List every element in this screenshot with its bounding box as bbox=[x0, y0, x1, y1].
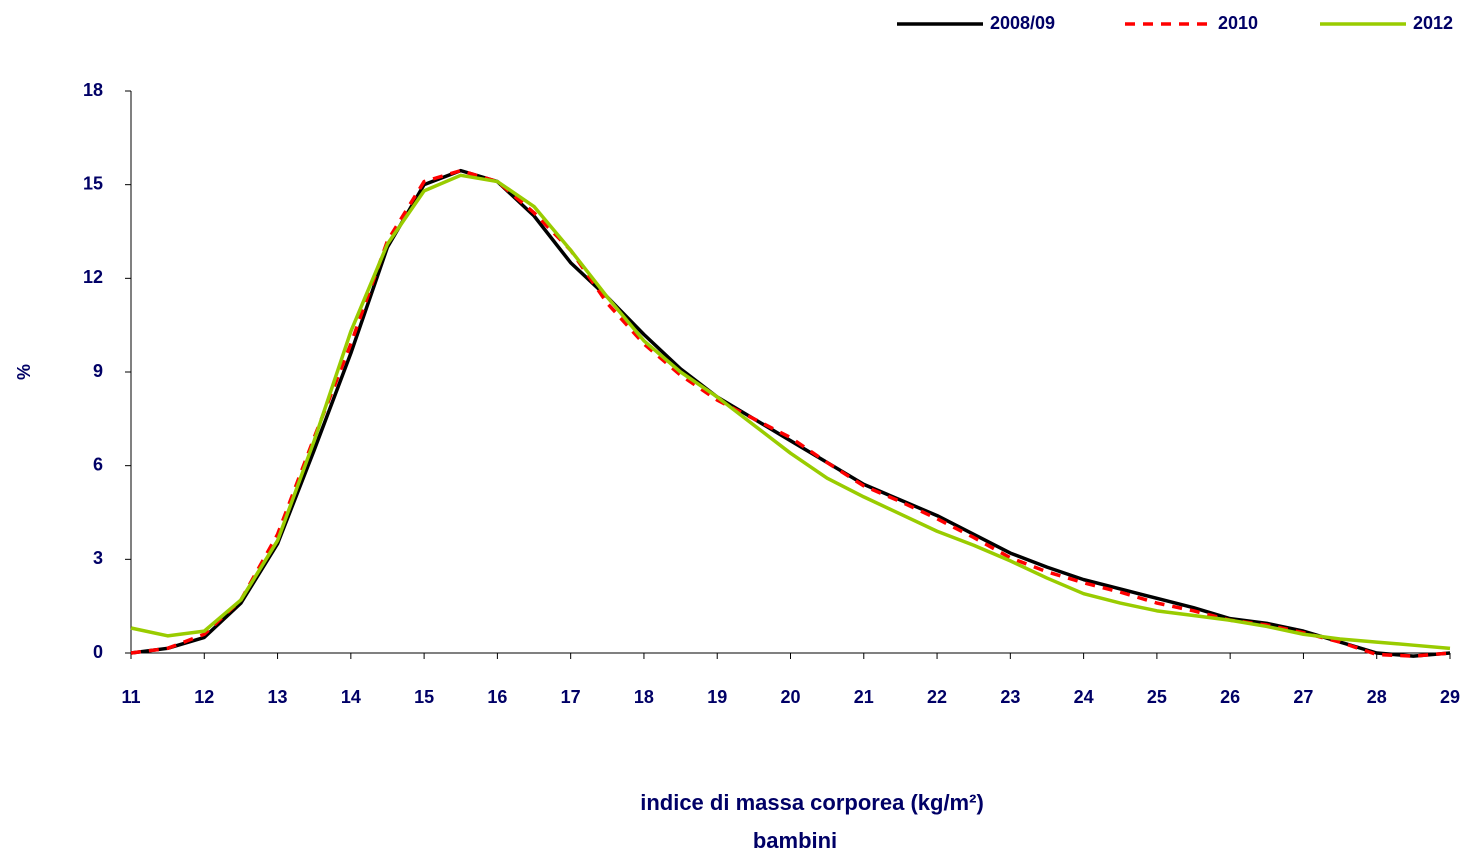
x-tick-label: 19 bbox=[707, 687, 727, 707]
legend-label: 2012 bbox=[1413, 13, 1453, 33]
y-tick-label: 3 bbox=[93, 548, 103, 568]
x-tick-label: 16 bbox=[487, 687, 507, 707]
y-tick-label: 15 bbox=[83, 173, 103, 193]
x-tick-label: 11 bbox=[121, 687, 140, 707]
x-tick-label: 22 bbox=[927, 687, 947, 707]
x-tick-label: 23 bbox=[1000, 687, 1020, 707]
x-tick-label: 15 bbox=[414, 687, 434, 707]
line-series bbox=[130, 168, 1451, 658]
x-tick-label: 20 bbox=[780, 687, 800, 707]
y-tick-label: 0 bbox=[93, 642, 103, 662]
y-tick-label: 9 bbox=[93, 361, 103, 381]
y-axis-label: % bbox=[14, 364, 34, 380]
y-tick-label: 12 bbox=[83, 267, 103, 287]
x-tick-label: 13 bbox=[268, 687, 288, 707]
x-tick-label: 27 bbox=[1293, 687, 1313, 707]
legend-label: 2008/09 bbox=[990, 13, 1055, 33]
x-tick-label: 14 bbox=[341, 687, 361, 707]
x-tick-label: 28 bbox=[1367, 687, 1387, 707]
x-tick-label: 29 bbox=[1440, 687, 1460, 707]
x-tick-label: 24 bbox=[1074, 687, 1094, 707]
x-tick-label: 18 bbox=[634, 687, 654, 707]
line-series bbox=[130, 173, 1451, 651]
x-tick-label: 26 bbox=[1220, 687, 1240, 707]
x-tick-label: 12 bbox=[194, 687, 214, 707]
x-tick-label: 17 bbox=[561, 687, 581, 707]
x-tick-label: 25 bbox=[1147, 687, 1167, 707]
y-tick-label: 6 bbox=[93, 454, 103, 474]
x-axis-label-2: bambini bbox=[753, 828, 837, 853]
y-tick-label: 18 bbox=[83, 80, 103, 100]
x-axis-label: indice di massa corporea (kg/m²) bbox=[640, 790, 984, 815]
x-tick-label: 21 bbox=[854, 687, 874, 707]
legend-label: 2010 bbox=[1218, 13, 1258, 33]
